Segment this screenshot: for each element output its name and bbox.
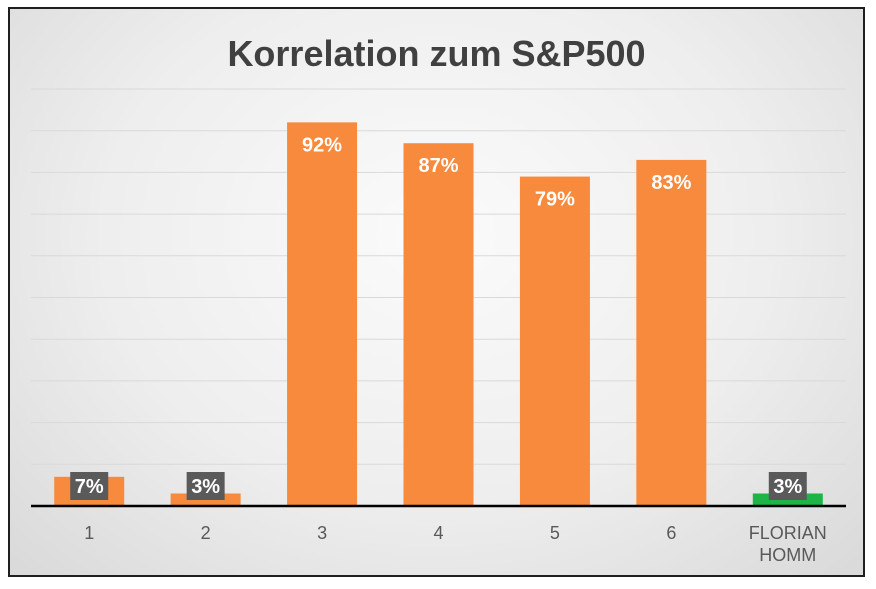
data-label: 79% [535, 189, 575, 211]
bar-3 [287, 122, 358, 507]
bar-chart: 7% 1 3% 2 92% 3 87% 4 79% 5 83% 6 3% FLORIAN HOMM [31, 88, 846, 565]
data-label-box [186, 472, 225, 500]
x-tick-label: 2 [201, 523, 211, 543]
x-tick-label: 1 [84, 523, 94, 543]
data-label-box [70, 472, 109, 500]
x-tick-label: 4 [433, 523, 443, 543]
chart-frame: Korrelation zum S&P500 7% 1 3% 2 92% 3 87% 4 79%… [8, 7, 865, 577]
bar-5 [519, 176, 590, 506]
data-label: 92% [302, 134, 342, 156]
data-label: 7% [75, 476, 104, 498]
bar-6 [636, 159, 707, 506]
x-tick-label: 3 [317, 523, 327, 543]
data-label: 87% [418, 155, 458, 177]
x-tick-label: 5 [550, 523, 560, 543]
x-tick-label: FLORIAN HOMM [749, 523, 827, 565]
chart-title: Korrelation zum S&P500 [227, 33, 646, 74]
data-label: 3% [773, 476, 802, 498]
data-label: 3% [191, 476, 220, 498]
data-label: 83% [651, 172, 691, 194]
data-label-box [768, 472, 807, 500]
x-tick-label: 6 [666, 523, 676, 543]
bar-4 [403, 143, 474, 506]
